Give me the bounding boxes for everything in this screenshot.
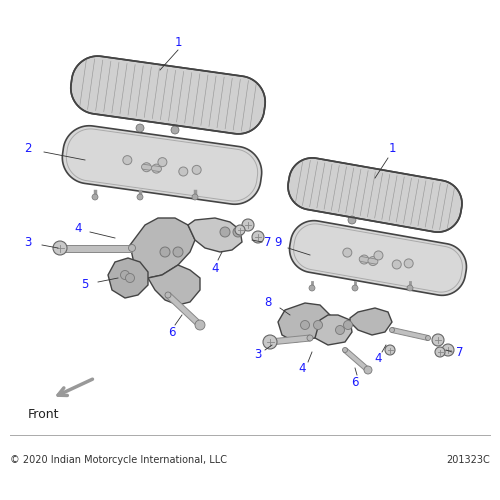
Text: 4: 4 xyxy=(374,352,382,364)
Polygon shape xyxy=(350,308,392,335)
Circle shape xyxy=(142,162,151,172)
Text: 4: 4 xyxy=(74,222,82,234)
Text: 201323C: 201323C xyxy=(446,455,490,465)
Circle shape xyxy=(407,285,413,291)
Text: Front: Front xyxy=(28,408,60,421)
Circle shape xyxy=(123,156,132,164)
Circle shape xyxy=(300,320,310,330)
Circle shape xyxy=(92,194,98,200)
Circle shape xyxy=(152,164,161,173)
Polygon shape xyxy=(344,348,369,372)
Circle shape xyxy=(160,247,170,257)
Polygon shape xyxy=(166,293,202,327)
Polygon shape xyxy=(108,258,148,298)
Text: 5: 5 xyxy=(82,278,88,291)
Circle shape xyxy=(366,368,370,372)
Circle shape xyxy=(307,335,313,341)
Circle shape xyxy=(344,320,352,330)
Text: 6: 6 xyxy=(351,376,359,388)
Circle shape xyxy=(136,124,144,132)
Circle shape xyxy=(179,167,188,176)
Text: 9: 9 xyxy=(274,236,282,248)
Circle shape xyxy=(128,244,136,252)
Circle shape xyxy=(235,225,245,235)
Circle shape xyxy=(126,274,134,282)
Circle shape xyxy=(404,259,413,268)
Circle shape xyxy=(342,348,347,352)
Circle shape xyxy=(220,227,230,237)
Circle shape xyxy=(171,126,179,134)
Circle shape xyxy=(392,260,401,269)
Polygon shape xyxy=(142,164,152,170)
Circle shape xyxy=(390,328,394,332)
Polygon shape xyxy=(60,244,132,252)
Polygon shape xyxy=(71,56,265,134)
Circle shape xyxy=(120,270,130,280)
Circle shape xyxy=(56,244,64,252)
Circle shape xyxy=(252,231,264,243)
Polygon shape xyxy=(368,258,378,264)
Polygon shape xyxy=(188,218,242,252)
Circle shape xyxy=(368,256,378,266)
Circle shape xyxy=(267,339,273,345)
Polygon shape xyxy=(62,126,262,204)
Polygon shape xyxy=(270,335,310,345)
Text: 7: 7 xyxy=(456,346,464,358)
Polygon shape xyxy=(152,166,162,172)
Polygon shape xyxy=(278,303,330,342)
Text: © 2020 Indian Motorcycle International, LLC: © 2020 Indian Motorcycle International, … xyxy=(10,455,227,465)
Circle shape xyxy=(426,336,430,340)
Circle shape xyxy=(195,320,205,330)
Circle shape xyxy=(137,194,143,200)
Circle shape xyxy=(263,335,277,349)
Circle shape xyxy=(197,322,203,328)
Circle shape xyxy=(352,285,358,291)
Circle shape xyxy=(343,248,352,257)
Text: 4: 4 xyxy=(211,262,219,274)
Circle shape xyxy=(192,166,201,174)
Circle shape xyxy=(432,334,444,346)
Circle shape xyxy=(309,285,315,291)
Circle shape xyxy=(242,219,254,231)
Circle shape xyxy=(374,251,383,260)
Text: 4: 4 xyxy=(298,362,306,374)
Circle shape xyxy=(173,247,183,257)
Circle shape xyxy=(360,255,368,264)
Circle shape xyxy=(442,344,454,356)
Circle shape xyxy=(385,345,395,355)
Polygon shape xyxy=(290,220,467,296)
Polygon shape xyxy=(392,328,428,340)
Polygon shape xyxy=(288,158,462,232)
Circle shape xyxy=(192,194,198,200)
Circle shape xyxy=(336,326,344,334)
Circle shape xyxy=(158,158,167,166)
Text: 3: 3 xyxy=(24,236,32,248)
Text: 1: 1 xyxy=(174,36,182,49)
Polygon shape xyxy=(130,218,195,278)
Text: 1: 1 xyxy=(388,142,396,154)
Text: 6: 6 xyxy=(168,326,176,338)
Circle shape xyxy=(314,320,322,330)
Circle shape xyxy=(165,292,171,298)
Circle shape xyxy=(348,216,356,224)
Text: 2: 2 xyxy=(24,142,32,154)
Text: 7: 7 xyxy=(264,236,272,248)
Circle shape xyxy=(233,227,243,237)
Polygon shape xyxy=(359,256,369,262)
Text: 8: 8 xyxy=(264,296,272,308)
Circle shape xyxy=(435,347,445,357)
Text: 3: 3 xyxy=(254,348,262,362)
Polygon shape xyxy=(148,265,200,305)
Circle shape xyxy=(364,366,372,374)
Polygon shape xyxy=(315,315,352,345)
Circle shape xyxy=(53,241,67,255)
